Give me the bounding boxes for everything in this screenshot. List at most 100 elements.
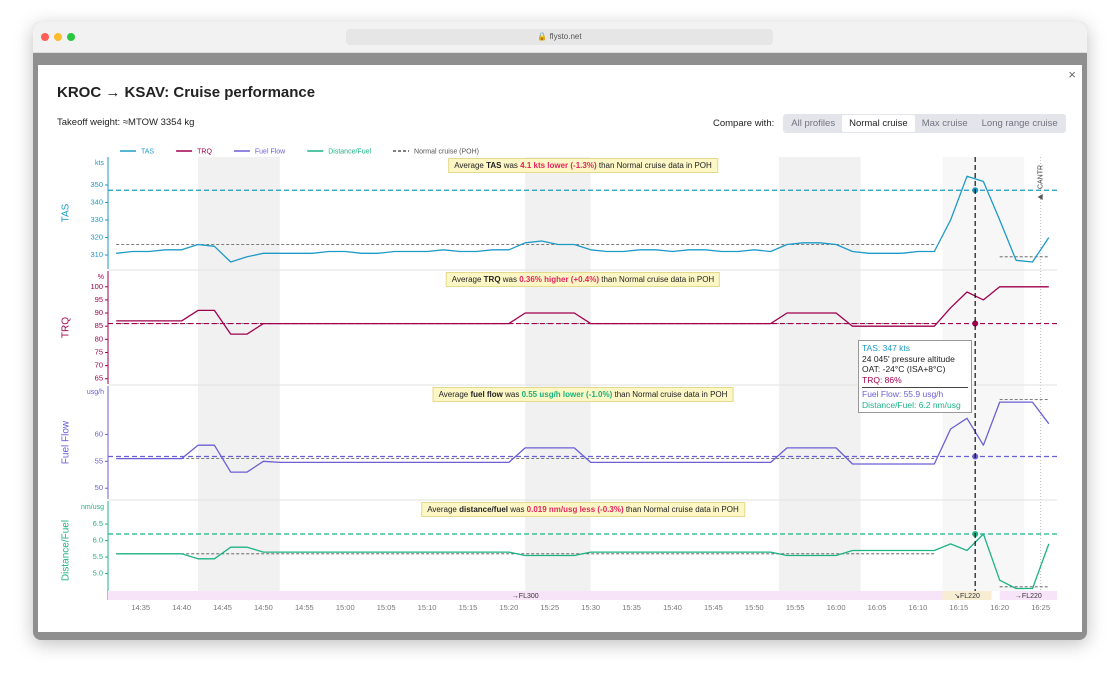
y-tick-label: 65 <box>95 374 103 383</box>
y-tick-label: 85 <box>95 321 103 330</box>
annotation-text: than Normal cruise data in POH <box>612 390 728 399</box>
y-tick-label: 5.0 <box>93 569 103 578</box>
panel-label: Fuel Flow <box>61 420 72 464</box>
annotation-text: was <box>501 161 521 170</box>
y-tick-label: 350 <box>90 180 103 189</box>
x-tick-label: 15:50 <box>745 603 764 612</box>
y-tick-label: 6.5 <box>93 519 103 528</box>
compare-label: Compare with: <box>713 117 775 129</box>
phase-label: →FL300 <box>512 593 539 600</box>
annotation-text: Average <box>438 390 471 399</box>
phase-label: →FL220 <box>1015 593 1042 600</box>
tooltip: TAS: 347 kts 24 045' pressure altitude OAT… <box>858 340 972 413</box>
annotation-metric: distance/fuel <box>459 505 508 514</box>
legend-label: Normal cruise (POH) <box>414 148 479 155</box>
y-tick-label: 90 <box>95 308 103 317</box>
title-bar: 🔒 flysto.net <box>33 22 1087 53</box>
y-tick-label: 6.0 <box>93 536 103 545</box>
url: flysto.net <box>549 32 582 41</box>
y-tick-label: 5.5 <box>93 552 103 561</box>
annotation-delta: 0.019 nm/usg less (-0.3%) <box>526 505 624 514</box>
tooltip-line: TRQ: 86% <box>862 374 902 385</box>
x-tick-label: 16:25 <box>1031 603 1050 612</box>
annotation: Average TRQ was 0.36% higher (+0.4%) tha… <box>445 272 721 287</box>
x-tick-label: 15:40 <box>663 603 682 612</box>
shaded-range <box>778 157 861 591</box>
tooltip-group: TAS: 347 kts 24 045' pressure altitude OAT… <box>862 343 968 385</box>
tooltip-line: Distance/Fuel: 6.2 nm/usg <box>862 399 961 410</box>
event-marker <box>1037 194 1043 200</box>
legend-label: TAS <box>141 148 154 155</box>
x-tick-label: 16:20 <box>990 603 1009 612</box>
shaded-range <box>197 157 280 591</box>
annotation-text: Average <box>454 161 487 170</box>
x-tick-label: 15:25 <box>540 603 559 612</box>
y-tick-label: 340 <box>90 197 103 206</box>
y-tick-label: 330 <box>90 215 103 224</box>
y-tick-label: 95 <box>95 295 103 304</box>
y-tick-label: 320 <box>90 232 103 241</box>
y-tick-label: 55 <box>95 456 103 465</box>
annotation-metric: fuel flow <box>470 390 503 399</box>
panel-label: TAS <box>61 203 72 222</box>
annotation: Average TAS was 4.1 kts lower (-1.3%) th… <box>448 158 718 173</box>
close-button[interactable] <box>41 33 49 41</box>
reference-line <box>116 399 1049 459</box>
shaded-range <box>525 157 591 591</box>
close-modal[interactable]: × <box>1068 67 1076 82</box>
series-line <box>116 401 1050 473</box>
y-tick-label: 60 <box>95 429 103 438</box>
x-tick-label: 15:55 <box>786 603 805 612</box>
annotation-text: was <box>502 390 522 399</box>
annotation-metric: TAS <box>486 161 502 170</box>
x-tick-label: 16:10 <box>909 603 928 612</box>
annotation-text: than Normal cruise data in POH <box>599 275 715 284</box>
annotation: Average distance/fuel was 0.019 nm/usg l… <box>421 502 745 517</box>
x-tick-label: 15:15 <box>459 603 478 612</box>
address-bar[interactable]: 🔒 flysto.net <box>346 29 773 45</box>
phase-bar <box>999 591 1057 600</box>
y-tick-label: 80 <box>95 334 103 343</box>
x-tick-label: 16:15 <box>949 603 968 612</box>
annotation-text: than Normal cruise data in POH <box>596 161 712 170</box>
reference-line <box>116 244 1049 258</box>
compare-options: All profiles Normal cruise Max cruise Long … <box>783 113 1066 133</box>
unit-label: usg/h <box>87 389 104 396</box>
compare-option[interactable]: Long range cruise <box>981 117 1058 129</box>
tooltip-line: OAT: -24°C (ISA+8°C) <box>862 364 946 374</box>
x-tick-label: 15:10 <box>418 603 437 612</box>
phase-label: ↘FL220 <box>954 593 980 600</box>
compare-option[interactable]: Max cruise <box>921 117 968 129</box>
x-tick-label: 14:45 <box>213 603 232 612</box>
y-tick-label: 100 <box>90 282 103 291</box>
annotation-text: Average <box>451 275 484 284</box>
annotation-text: was <box>508 505 527 514</box>
annotation-text: Average <box>427 505 460 514</box>
zoom-button[interactable] <box>67 33 75 41</box>
unit-label: nm/usg <box>81 504 104 511</box>
phase-bar <box>942 591 992 600</box>
x-tick-label: 14:35 <box>131 603 150 612</box>
minimize-button[interactable] <box>54 33 62 41</box>
y-tick-label: 70 <box>95 361 103 370</box>
x-tick-label: 15:45 <box>704 603 723 612</box>
legend-label: TRQ <box>197 148 212 155</box>
annotation: Average fuel flow was 0.55 usg/h lower (… <box>432 387 734 402</box>
x-tick-label: 14:40 <box>172 603 191 612</box>
legend-label: Fuel Flow <box>255 148 286 155</box>
y-tick-label: 310 <box>90 250 103 259</box>
unit-label: kts <box>95 160 104 167</box>
tooltip-line: Fuel Flow: 55.9 usg/h <box>862 389 944 399</box>
annotation-delta: 0.36% higher (+0.4%) <box>519 275 600 284</box>
annotation-text: than Normal cruise data in POH <box>623 505 739 514</box>
compare-option[interactable]: Normal cruise <box>842 114 915 132</box>
unit-label: % <box>98 274 104 281</box>
compare-option[interactable]: All profiles <box>791 117 836 129</box>
legend-label: Distance/Fuel <box>328 148 371 155</box>
modal-title: KROC → KSAV: Cruise performance <box>57 84 316 101</box>
x-tick-label: 16:00 <box>827 603 846 612</box>
x-tick-label: 15:00 <box>336 603 355 612</box>
y-tick-label: 75 <box>95 347 103 356</box>
